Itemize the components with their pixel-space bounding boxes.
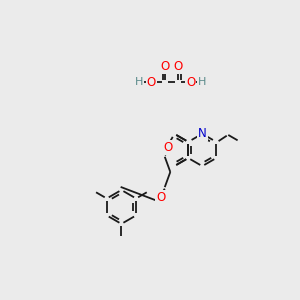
Text: O: O [174, 60, 183, 73]
Text: O: O [186, 76, 195, 89]
Text: O: O [161, 60, 170, 73]
Text: N: N [198, 127, 207, 140]
Text: H: H [135, 77, 143, 87]
Text: O: O [156, 191, 166, 204]
Text: O: O [147, 76, 156, 89]
Text: H: H [198, 77, 206, 87]
Text: O: O [164, 141, 173, 154]
